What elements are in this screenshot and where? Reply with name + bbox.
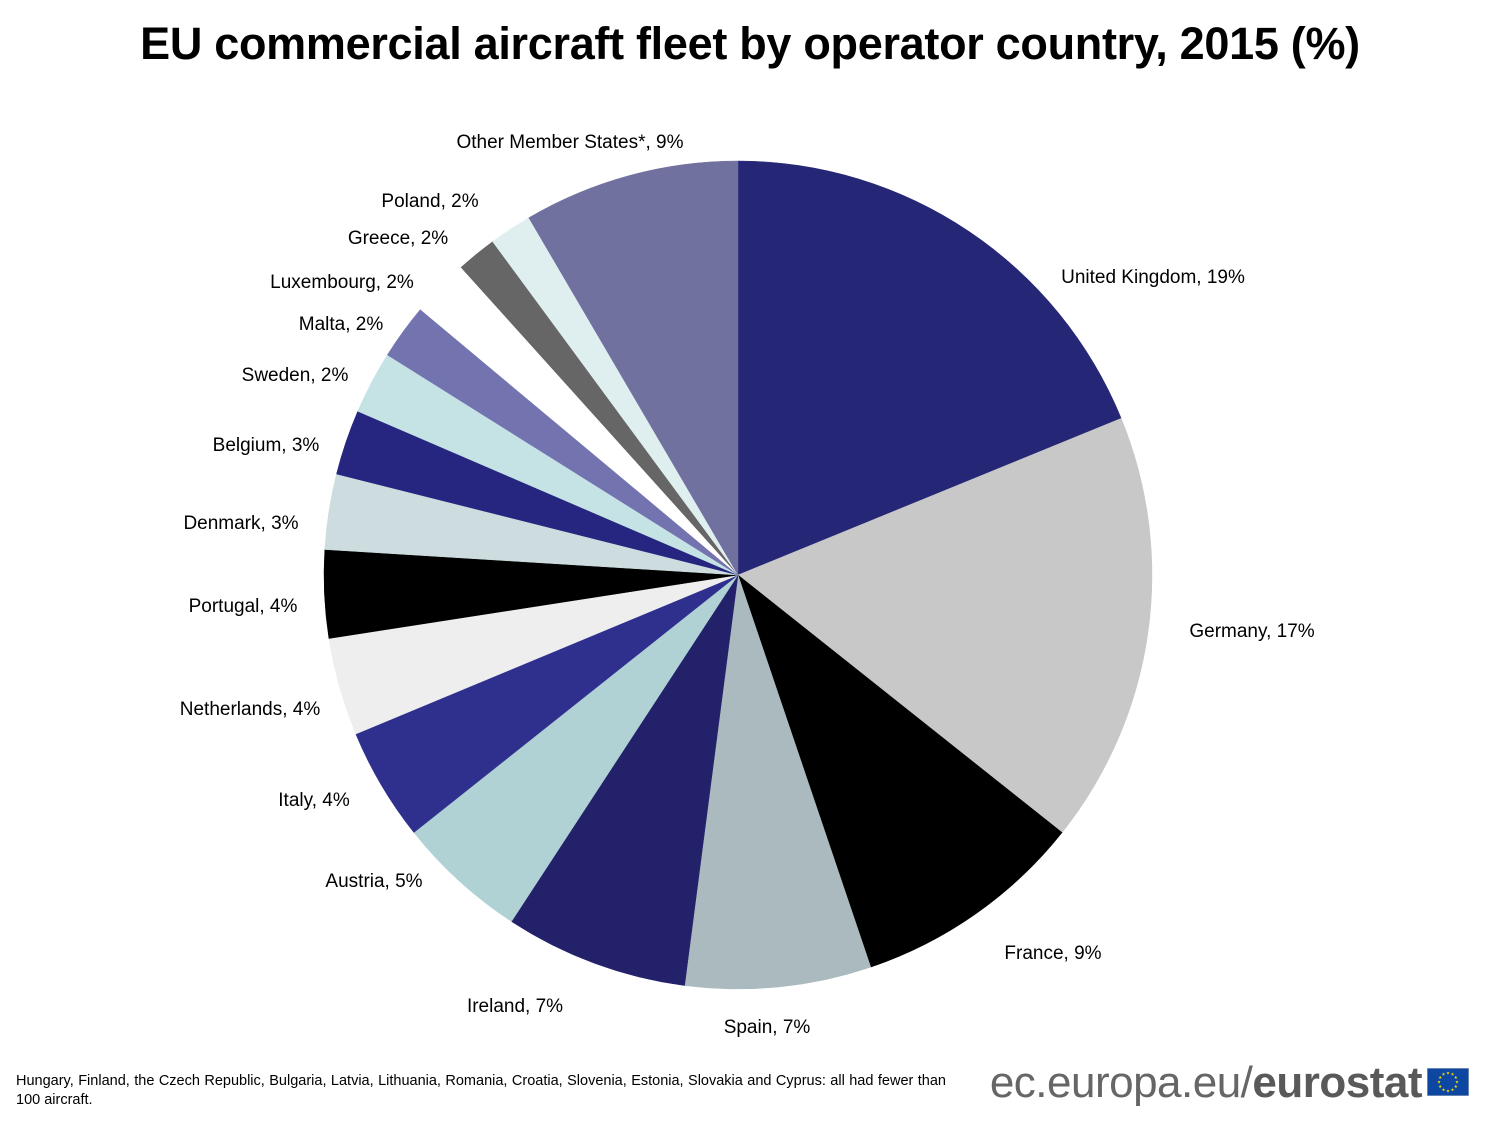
pie-slice-luxembourg xyxy=(420,267,738,575)
pie-slices xyxy=(323,160,1153,990)
pie-label-greece: Greece, 2% xyxy=(348,228,448,249)
flag-star-icon xyxy=(1441,1072,1446,1076)
pie-label-luxembourg: Luxembourg, 2% xyxy=(270,272,414,293)
chart-title: EU commercial aircraft fleet by operator… xyxy=(140,18,1360,69)
pie-slice-france xyxy=(737,574,1063,968)
pie-label-germany: Germany, 17% xyxy=(1189,621,1314,642)
pie-label-netherlands: Netherlands, 4% xyxy=(180,699,321,720)
pie-label-malta: Malta, 2% xyxy=(299,314,384,335)
flag-star-icon xyxy=(1437,1080,1441,1084)
pie-label-sweden: Sweden, 2% xyxy=(242,365,349,386)
flag-star-icon xyxy=(1450,1088,1455,1092)
flag-star-icon xyxy=(1446,1071,1450,1075)
brand-prefix: ec.europa.eu/ xyxy=(989,1058,1253,1107)
brand-name: eurostat xyxy=(1252,1058,1422,1107)
flag-star-icon xyxy=(1455,1080,1459,1084)
pie-label-belgium: Belgium, 3% xyxy=(213,435,320,456)
pie-slice-spain xyxy=(684,574,872,990)
flag-star-icon xyxy=(1438,1075,1442,1079)
flag-star-icon xyxy=(1446,1089,1450,1093)
pie-label-austria: Austria, 5% xyxy=(325,871,422,892)
pie-label-italy: Italy, 4% xyxy=(278,790,350,811)
pie-slice-other-member-states xyxy=(528,160,739,576)
flag-star-icon xyxy=(1454,1075,1458,1079)
pie-slice-united-kingdom xyxy=(737,160,1122,576)
flag-star-icon xyxy=(1450,1072,1455,1076)
footnote: Hungary, Finland, the Czech Republic, Bu… xyxy=(16,1073,946,1108)
eurostat-brand[interactable]: ec.europa.eu/eurostat xyxy=(989,1058,1423,1108)
pie-label-france: France, 9% xyxy=(1004,943,1101,964)
pie-label-other-member-states: Other Member States*, 9% xyxy=(456,132,683,153)
flag-star-icon xyxy=(1438,1084,1442,1088)
pie-label-spain: Spain, 7% xyxy=(724,1017,811,1038)
flag-star-icon xyxy=(1454,1084,1458,1088)
pie-labels: United Kingdom, 19% Germany, 17% France, 9… xyxy=(180,132,1315,1038)
pie-label-united-kingdom: United Kingdom, 19% xyxy=(1061,267,1245,288)
pie-slice-malta xyxy=(387,309,739,576)
flag-star-icon xyxy=(1441,1088,1446,1092)
eu-flag-icon xyxy=(1427,1068,1469,1096)
pie-label-portugal: Portugal, 4% xyxy=(189,596,298,617)
pie-slice-ireland xyxy=(511,574,739,986)
pie-label-ireland: Ireland, 7% xyxy=(467,996,563,1017)
pie-label-denmark: Denmark, 3% xyxy=(183,513,298,534)
pie-label-poland: Poland, 2% xyxy=(381,191,478,212)
pie-slice-germany xyxy=(737,418,1153,833)
